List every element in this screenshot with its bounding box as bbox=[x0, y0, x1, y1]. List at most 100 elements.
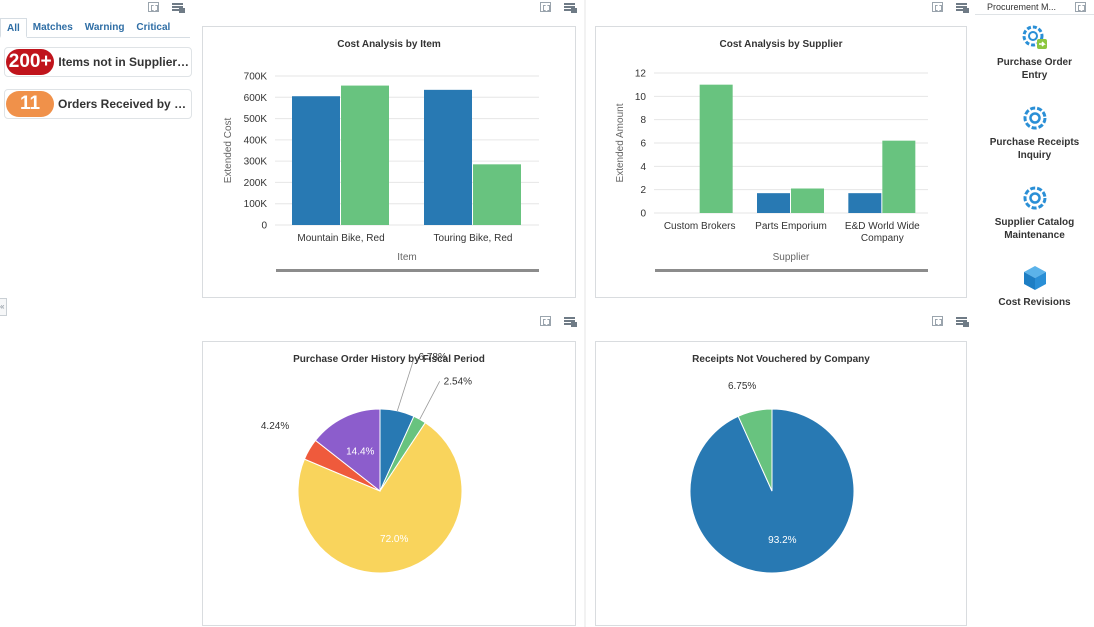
chart-title: Cost Analysis by Supplier bbox=[719, 39, 843, 50]
watchlist-tabs: All Matches Warning Critical bbox=[0, 18, 190, 38]
panel-toolbar bbox=[586, 0, 974, 17]
springboard-title: Procurement M... bbox=[975, 0, 1094, 15]
chevron-left-icon: « bbox=[0, 302, 5, 311]
chart-title: Purchase Order History by Fiscal Period bbox=[293, 354, 485, 365]
y-tick-label: 8 bbox=[640, 115, 646, 126]
panel-toolbar bbox=[586, 312, 974, 331]
chart-panel-cost-by-supplier: Cost Analysis by Supplier 0 2 4 6 8 10 12 Custo… bbox=[595, 26, 967, 298]
bar bbox=[882, 140, 916, 213]
y-tick-label: 100K bbox=[244, 199, 268, 210]
app-label: Purchase Order Entry bbox=[996, 57, 1073, 81]
bar-chart-cost-by-supplier: 0 2 4 6 8 10 12 Custom Brokers Parts Emporium E&D… bbox=[615, 69, 928, 272]
x-tick-label: Custom Brokers bbox=[664, 221, 736, 232]
y-tick-label: 600K bbox=[244, 93, 268, 104]
leader-line bbox=[396, 356, 415, 411]
gear-icon bbox=[1023, 186, 1046, 210]
maximize-icon[interactable] bbox=[932, 316, 944, 327]
y-tick-label: 700K bbox=[244, 72, 268, 83]
bar-chart-cost-by-item: 0 100K 200K 300K 400K 500K 600K 700K Mountain Bi… bbox=[223, 72, 539, 272]
app-purchase-order-entry[interactable]: Purchase Order Entry bbox=[975, 24, 1094, 82]
collapse-pane-button[interactable]: « bbox=[0, 298, 7, 316]
y-tick-label: 6 bbox=[640, 139, 646, 150]
chart-panel-po-history: Purchase Order History by Fiscal Period … bbox=[202, 341, 576, 626]
springboard-pane: Procurement M... Purchase Order Entry Pu… bbox=[975, 0, 1094, 627]
maximize-icon[interactable] bbox=[540, 316, 552, 327]
y-tick-label: 200K bbox=[244, 178, 268, 189]
slice-label: 93.2% bbox=[768, 535, 796, 546]
bar bbox=[848, 193, 882, 213]
app-label: Cost Revisions bbox=[998, 297, 1071, 308]
chart-panel-cost-by-item: Cost Analysis by Item 0 100K 200K 300K 400K 5… bbox=[202, 26, 576, 298]
slice-label: 14.4% bbox=[346, 446, 374, 457]
x-tick-label: Company bbox=[861, 233, 904, 244]
app-purchase-receipts-inquiry[interactable]: Purchase Receipts Inquiry bbox=[975, 104, 1094, 162]
menu-icon[interactable] bbox=[956, 316, 969, 327]
pie-slice bbox=[314, 408, 381, 493]
watchlist-item-supplier-catalog[interactable]: 200+ Items not in Supplier C... bbox=[4, 47, 192, 77]
y-tick-label: 400K bbox=[244, 135, 268, 146]
panel-toolbar bbox=[194, 0, 584, 17]
menu-icon[interactable] bbox=[172, 2, 185, 13]
maximize-icon[interactable] bbox=[540, 2, 552, 13]
chart-panel-receipts-not-vouchered: Receipts Not Vouchered by Company 93.2% 6… bbox=[595, 341, 967, 626]
scrollbar bbox=[276, 269, 539, 272]
bar bbox=[424, 89, 472, 225]
chart-title: Receipts Not Vouchered by Company bbox=[692, 354, 870, 365]
panel-toolbar bbox=[194, 312, 584, 331]
y-tick-label: 2 bbox=[640, 185, 646, 196]
chart-area: Cost Analysis by Item 0 100K 200K 300K 400K 5… bbox=[194, 0, 974, 627]
pie-chart-po-history: 6.78% 2.54% 72.0% 4.24% 14.4% bbox=[261, 352, 472, 574]
tab-all[interactable]: All bbox=[0, 18, 27, 38]
y-tick-label: 10 bbox=[635, 92, 647, 103]
gear-arrow-icon bbox=[1022, 25, 1047, 49]
slice-label: 6.78% bbox=[419, 352, 447, 363]
x-tick-label: Mountain Bike, Red bbox=[297, 233, 384, 244]
maximize-icon[interactable] bbox=[932, 2, 944, 13]
pie-chart-receipts: 93.2% 6.75% bbox=[689, 381, 855, 574]
y-tick-label: 300K bbox=[244, 157, 268, 168]
x-axis-label: Item bbox=[397, 252, 416, 263]
bar bbox=[757, 193, 790, 213]
maximize-icon[interactable] bbox=[148, 2, 160, 13]
y-tick-label: 0 bbox=[261, 221, 267, 232]
y-tick-label: 500K bbox=[244, 114, 268, 125]
y-axis-label: Extended Amount bbox=[615, 103, 626, 182]
count-badge: 11 bbox=[6, 91, 54, 117]
watchlist-item-orders-received[interactable]: 11 Orders Received by Su... bbox=[4, 89, 192, 119]
tab-critical[interactable]: Critical bbox=[136, 22, 171, 33]
app-cost-revisions[interactable]: Cost Revisions bbox=[975, 264, 1094, 309]
watchlist-label: Items not in Supplier C... bbox=[58, 55, 191, 69]
scrollbar bbox=[655, 269, 928, 272]
bar bbox=[341, 85, 389, 225]
bar bbox=[699, 84, 733, 213]
app-supplier-catalog-maintenance[interactable]: Supplier Catalog Maintenance bbox=[975, 184, 1094, 242]
slice-label: 4.24% bbox=[261, 421, 289, 432]
y-tick-label: 12 bbox=[635, 69, 647, 80]
watchlist-pane: All Matches Warning Critical 200+ Items … bbox=[0, 0, 192, 627]
x-tick-label: Touring Bike, Red bbox=[434, 233, 513, 244]
cube-icon bbox=[1023, 266, 1046, 290]
chart-title: Cost Analysis by Item bbox=[337, 39, 441, 50]
menu-icon[interactable] bbox=[956, 2, 969, 13]
x-tick-label: Parts Emporium bbox=[755, 221, 827, 232]
slice-label: 2.54% bbox=[444, 376, 472, 387]
count-badge: 200+ bbox=[6, 49, 55, 75]
watchlist-label: Orders Received by Su... bbox=[58, 97, 191, 111]
x-axis-label: Supplier bbox=[773, 252, 810, 263]
menu-icon[interactable] bbox=[564, 316, 577, 327]
bar bbox=[292, 96, 340, 225]
y-tick-label: 4 bbox=[640, 162, 646, 173]
maximize-icon[interactable] bbox=[1075, 2, 1087, 13]
y-axis-label: Extended Cost bbox=[223, 117, 234, 183]
x-tick-label: E&D World Wide bbox=[845, 221, 920, 232]
menu-icon[interactable] bbox=[564, 2, 577, 13]
tab-warning[interactable]: Warning bbox=[84, 22, 125, 33]
tab-matches[interactable]: Matches bbox=[32, 22, 73, 33]
bar bbox=[473, 164, 521, 225]
slice-label: 6.75% bbox=[728, 381, 756, 392]
pie-slice bbox=[297, 421, 463, 574]
gear-icon bbox=[1023, 106, 1046, 130]
pie-slice bbox=[737, 408, 773, 492]
y-tick-label: 0 bbox=[640, 209, 646, 220]
app-label: Supplier Catalog Maintenance bbox=[994, 217, 1075, 241]
